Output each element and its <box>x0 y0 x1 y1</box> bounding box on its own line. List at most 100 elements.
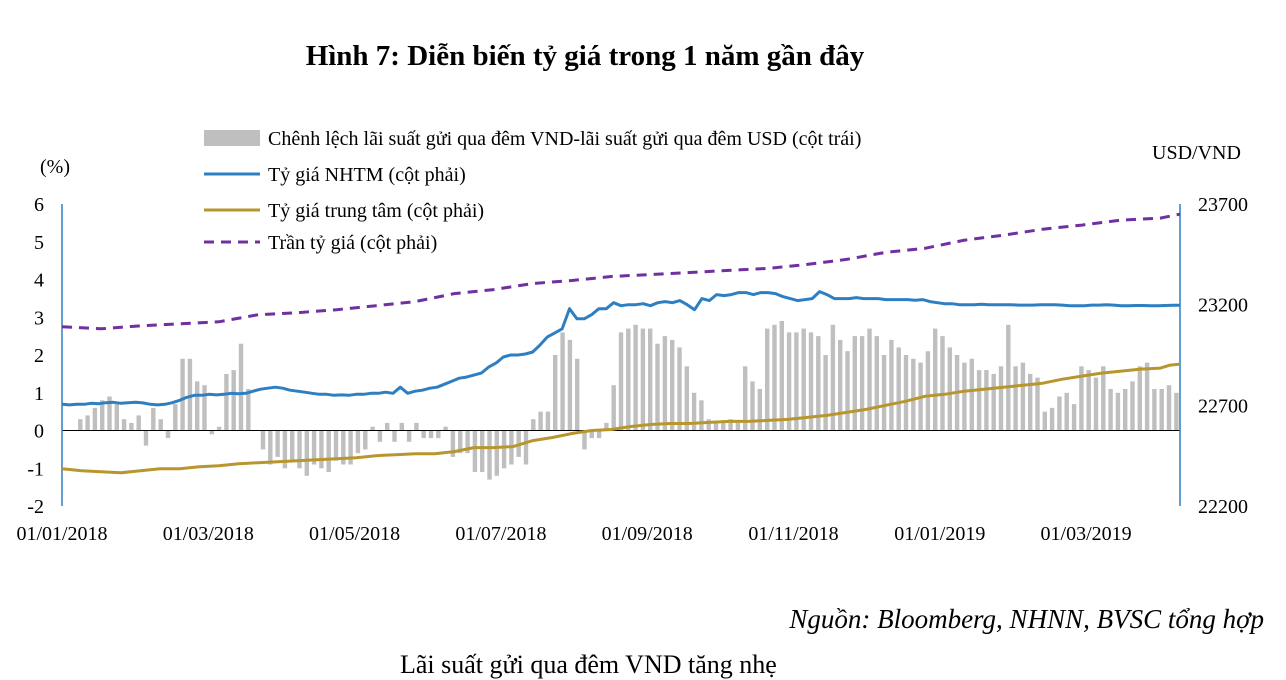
bar <box>143 430 149 446</box>
bar <box>838 339 843 431</box>
bar <box>984 370 989 431</box>
bar <box>969 358 974 431</box>
bar <box>991 373 996 431</box>
left-axis-ticks: 6 5 4 3 2 1 0 -1 -2 <box>27 194 44 518</box>
bar <box>195 381 200 431</box>
bar <box>151 407 156 431</box>
bar <box>1006 324 1011 431</box>
bar <box>1137 366 1142 431</box>
bar <box>216 426 222 431</box>
bar <box>297 430 302 469</box>
bar <box>728 419 733 431</box>
bar <box>363 430 368 450</box>
bar <box>786 332 792 431</box>
bar <box>392 430 397 442</box>
bar <box>896 347 901 431</box>
x-tick-label: 01/01/2019 <box>894 523 985 545</box>
bar <box>1144 362 1150 431</box>
x-axis-ticks: 01/01/2018 01/03/2018 01/05/2018 01/07/2018… <box>16 523 1131 545</box>
bar <box>560 332 565 431</box>
bar <box>319 430 324 469</box>
x-tick-label: 01/01/2018 <box>16 523 107 545</box>
chart-title: Hình 7: Diễn biến tỷ giá trong 1 năm gần… <box>305 40 865 72</box>
bar <box>575 358 580 431</box>
bar <box>604 422 609 431</box>
bar <box>648 328 653 431</box>
bar <box>874 336 879 431</box>
bar <box>611 385 616 431</box>
bar <box>670 339 675 431</box>
chart-legend: Chênh lệch lãi suất gửi qua đêm VND-lãi … <box>204 128 861 254</box>
bar <box>582 430 587 450</box>
bar <box>129 422 134 431</box>
bar <box>1013 366 1018 431</box>
bar <box>78 419 83 431</box>
bar <box>326 430 331 472</box>
bar <box>677 347 682 431</box>
left-tick-label: -2 <box>27 496 44 518</box>
left-axis-unit: (%) <box>40 156 70 178</box>
right-tick-label: 22200 <box>1198 496 1248 518</box>
bar <box>1049 407 1055 431</box>
bar <box>290 430 295 461</box>
bar <box>1071 404 1077 431</box>
bar <box>1020 362 1026 431</box>
bar <box>743 366 748 431</box>
bar <box>1108 389 1113 431</box>
bar <box>618 332 624 431</box>
bar <box>406 430 412 442</box>
bar <box>1159 389 1164 431</box>
bar <box>947 347 952 431</box>
bar <box>180 358 185 431</box>
bar <box>823 355 828 431</box>
bar <box>399 422 404 431</box>
bar <box>268 430 273 465</box>
bar <box>1130 381 1135 431</box>
bar <box>224 373 229 431</box>
bar <box>1035 377 1040 431</box>
bar <box>779 321 784 431</box>
left-tick-label: 2 <box>34 345 44 367</box>
bar <box>100 400 105 431</box>
bar <box>845 351 850 431</box>
bar <box>92 407 98 431</box>
bar <box>633 324 638 431</box>
bar <box>348 430 353 465</box>
bar <box>801 328 806 431</box>
bar <box>414 422 419 431</box>
bar <box>706 419 711 431</box>
bar <box>1064 392 1069 431</box>
bar <box>275 430 280 457</box>
bar <box>472 430 478 472</box>
bar <box>136 415 141 431</box>
bar <box>231 370 236 431</box>
bar <box>699 400 704 431</box>
bar <box>772 324 777 431</box>
bar <box>925 351 931 431</box>
bar <box>691 392 697 431</box>
right-tick-label: 23700 <box>1198 194 1248 216</box>
bar <box>567 339 573 431</box>
x-tick-label: 01/11/2018 <box>748 523 838 545</box>
bar <box>450 430 456 457</box>
bar <box>765 328 770 431</box>
bar <box>187 358 193 431</box>
x-tick-label: 01/09/2018 <box>602 523 693 545</box>
bar <box>436 430 441 439</box>
bar <box>1093 377 1099 431</box>
bar <box>523 430 529 465</box>
cut-off-caption: Lãi suất gửi qua đêm VND tăng nhẹ <box>400 650 777 679</box>
left-tick-label: 1 <box>34 383 44 405</box>
right-tick-label: 22700 <box>1198 395 1248 417</box>
bar <box>443 426 448 431</box>
left-tick-label: 6 <box>34 194 44 216</box>
bar <box>735 422 741 431</box>
bar <box>85 415 90 431</box>
bar <box>282 430 288 469</box>
x-tick-label: 01/03/2019 <box>1041 523 1132 545</box>
bar <box>421 430 426 439</box>
bar <box>684 366 689 431</box>
bar <box>596 430 602 439</box>
bar <box>1028 373 1033 431</box>
bar <box>501 430 507 469</box>
